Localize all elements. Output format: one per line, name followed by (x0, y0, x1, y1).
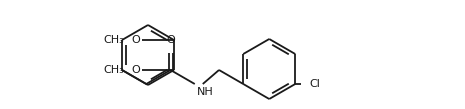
Text: O: O (166, 35, 175, 45)
Text: NH: NH (197, 87, 213, 97)
Text: CH₃: CH₃ (104, 35, 124, 45)
Text: Cl: Cl (309, 79, 320, 89)
Text: O: O (132, 65, 140, 75)
Text: O: O (132, 35, 140, 45)
Text: CH₃: CH₃ (104, 65, 124, 75)
